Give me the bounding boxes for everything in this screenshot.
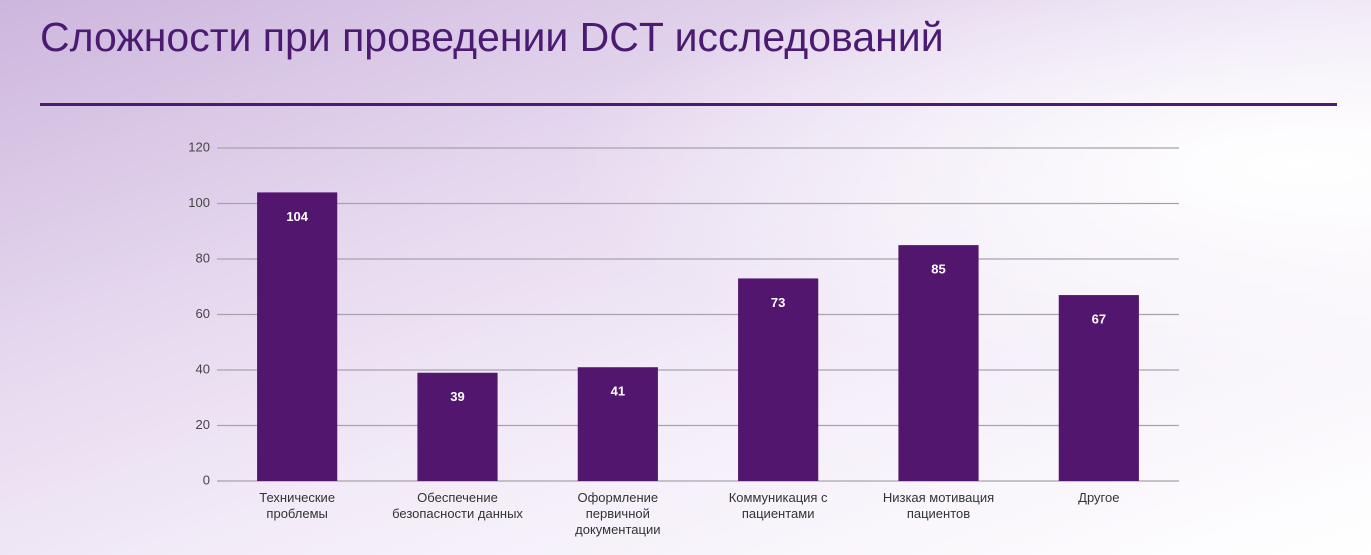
value-label: 41 <box>611 384 625 399</box>
y-tick-label: 20 <box>196 417 210 432</box>
y-tick-label: 120 <box>188 139 210 154</box>
value-label: 39 <box>450 389 464 404</box>
bar <box>417 372 498 481</box>
x-tick-label: Низкая мотивация пациентов <box>882 490 995 521</box>
y-tick-label: 40 <box>196 361 210 376</box>
x-tick-label: Обеспечение безопасности данных <box>392 490 523 521</box>
title-rule <box>40 103 1337 106</box>
y-tick-label: 60 <box>196 306 210 321</box>
bar <box>898 245 979 481</box>
y-tick-label: 0 <box>203 472 210 487</box>
bar <box>577 367 658 481</box>
y-tick-label: 80 <box>196 250 210 265</box>
x-tick-label: Другое <box>1078 490 1120 505</box>
x-tick-label: Оформление первичной документации <box>575 490 661 537</box>
bar <box>1058 295 1139 481</box>
x-tick-label: Коммуникация с пациентами <box>728 490 828 521</box>
bar <box>738 278 819 481</box>
bar <box>257 192 338 481</box>
value-label: 85 <box>931 262 945 277</box>
slide-title: Сложности при проведении DCT исследовани… <box>40 14 944 60</box>
y-tick-label: 100 <box>188 195 210 210</box>
value-label: 73 <box>771 295 785 310</box>
value-label: 104 <box>286 209 308 224</box>
value-label: 67 <box>1092 312 1106 327</box>
x-tick-label: Технические проблемы <box>259 490 336 521</box>
